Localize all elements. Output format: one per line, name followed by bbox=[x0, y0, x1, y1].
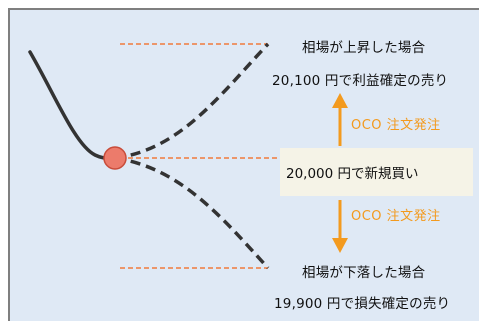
oco-order-down-label: OCO 注文発注 bbox=[351, 209, 441, 224]
fall-scenario-title: 相場が下落した場合 bbox=[302, 265, 426, 281]
downward-scenario-curve bbox=[114, 156, 270, 270]
oco-order-up-label: OCO 注文発注 bbox=[351, 118, 441, 133]
rise-scenario-detail: 20,100 円で利益確定の売り bbox=[272, 73, 449, 89]
upward-scenario-curve bbox=[114, 42, 270, 160]
arrow-up-icon bbox=[332, 93, 348, 146]
entry-label: 20,000 円で新規買い bbox=[286, 166, 419, 182]
entry-box bbox=[280, 148, 473, 196]
fall-scenario-detail: 19,900 円で損失確定の売り bbox=[274, 296, 451, 312]
price-history-curve bbox=[28, 50, 114, 160]
rise-scenario-title: 相場が上昇した場合 bbox=[302, 40, 426, 56]
entry-point-marker bbox=[103, 146, 127, 170]
arrow-down-icon bbox=[332, 200, 348, 253]
